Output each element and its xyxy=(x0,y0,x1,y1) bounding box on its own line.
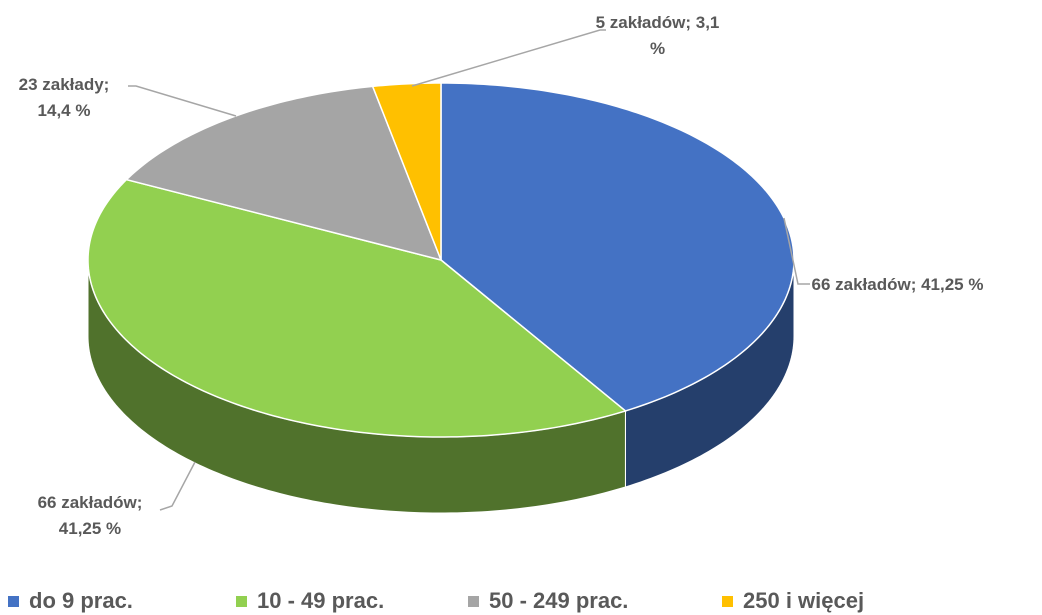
leader-lines xyxy=(128,29,810,511)
data-label: 5 zakładów; 3,1 % xyxy=(595,13,720,58)
leader-line xyxy=(783,217,810,285)
data-label: 66 zakładów; 41,25 % xyxy=(811,275,984,294)
legend-label: 10 - 49 prac. xyxy=(257,588,385,613)
leader-line xyxy=(128,85,237,117)
legend-item: 10 - 49 prac. xyxy=(236,588,384,614)
leader-line xyxy=(411,29,606,87)
slice xyxy=(371,82,442,261)
legend-swatch xyxy=(468,595,479,607)
legend-item: 50 - 249 prac. xyxy=(468,588,628,614)
legend-swatch xyxy=(722,595,733,607)
slice xyxy=(124,85,443,262)
legend-swatch xyxy=(236,595,247,607)
legend-label: 50 - 249 prac. xyxy=(489,588,629,613)
leader-line xyxy=(159,461,196,511)
legend-swatch xyxy=(8,595,19,607)
tops xyxy=(87,82,795,438)
data-label: 66 zakładów; 41,25 % xyxy=(37,493,143,538)
legend-label: do 9 prac. xyxy=(29,588,133,613)
slice xyxy=(87,178,628,438)
legend-item: 250 i więcej xyxy=(722,588,864,614)
legend-label: 250 i więcej xyxy=(743,588,865,613)
legend-item: do 9 prac. xyxy=(8,588,133,614)
slice xyxy=(440,82,795,412)
data-label: 23 zakłady; 14,4 % xyxy=(18,75,110,120)
